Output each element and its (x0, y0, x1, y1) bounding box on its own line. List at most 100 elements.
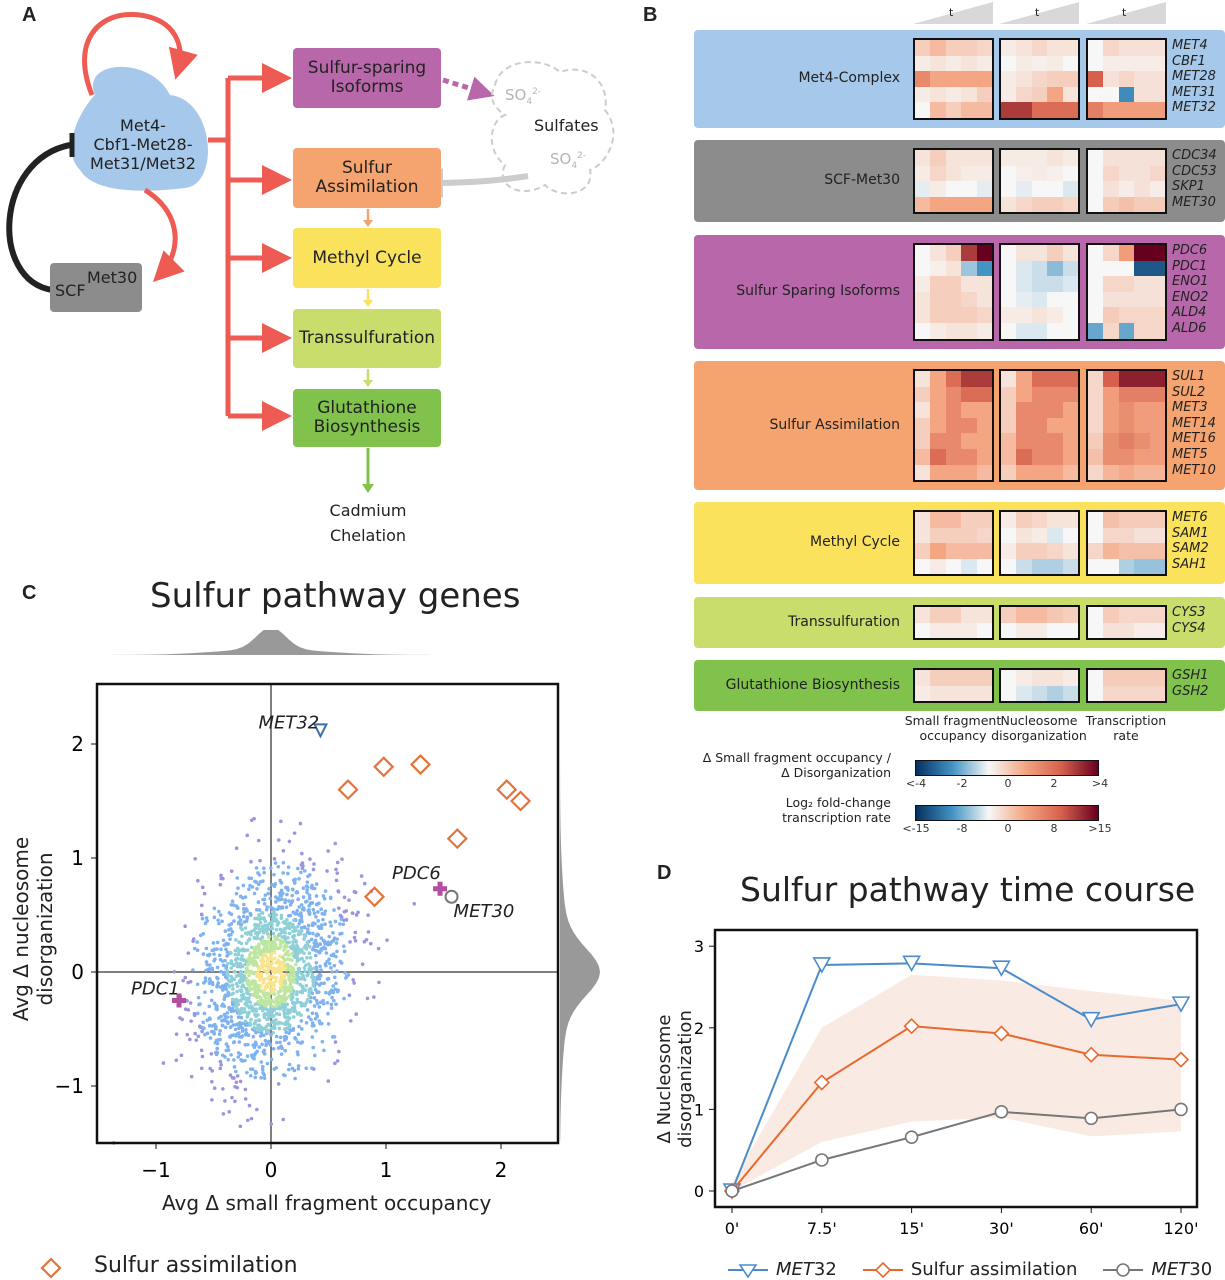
panel-label-a: A (22, 4, 37, 26)
heatmap-cell (1031, 55, 1048, 72)
heatmap-cell (1149, 196, 1165, 213)
scatter-point (215, 947, 219, 951)
scatter-point (261, 930, 266, 935)
scatter-point (312, 1004, 317, 1008)
scatter-point (256, 882, 261, 887)
scatter-point (269, 1057, 274, 1062)
heatmap-cell (1118, 607, 1135, 623)
heatmap-cell (915, 150, 931, 166)
scatter-point (251, 1043, 256, 1047)
heatmap-cell (1149, 558, 1165, 575)
scf-superscript: Met30 (87, 268, 138, 287)
inhibition-arc (6, 142, 71, 293)
scatter-point (257, 873, 262, 877)
scatter-point (229, 951, 233, 955)
scatter-point (239, 970, 244, 974)
scatter-point (189, 1019, 193, 1023)
scatter-point (255, 1049, 259, 1054)
sulfur-assimilation-marker (409, 753, 432, 776)
heatmap-cell (1134, 607, 1150, 623)
heatmap-cell (1149, 386, 1165, 403)
scatter-point (256, 1013, 260, 1017)
heatmap-cell (945, 323, 962, 339)
scatter-point (229, 1025, 233, 1029)
scatter-point (204, 916, 209, 920)
scatter-point (329, 966, 333, 970)
scatter-point (257, 1018, 261, 1022)
scatter-point (307, 893, 312, 898)
heatmap-cell (1118, 402, 1135, 419)
scatter-point (368, 941, 373, 946)
heatmap-cell (1001, 102, 1017, 118)
gene-label: CBF1 (1172, 53, 1206, 69)
scatter-point (313, 987, 318, 992)
scatter-point (312, 941, 317, 945)
heatmap (999, 148, 1080, 215)
scatter-point (291, 887, 295, 892)
heatmap-cell (1031, 558, 1048, 575)
scatter-point (318, 1000, 323, 1005)
heatmap-cell (1118, 307, 1135, 324)
scatter-point (234, 1069, 238, 1074)
scatter-point (263, 999, 268, 1003)
scatter-point (274, 1040, 279, 1045)
heatmap-cell (1031, 512, 1048, 528)
scatter-point (281, 1117, 285, 1122)
heatmap-cell (1134, 386, 1150, 403)
scatter-point (257, 927, 262, 931)
pathway-flow-arrows (362, 209, 374, 493)
scatter-point (246, 1042, 250, 1047)
heatmap-cell (1118, 196, 1135, 213)
scatter-point (297, 905, 302, 909)
heatmap-cell (976, 276, 992, 293)
scatter-point (257, 930, 262, 935)
heatmap-cell (961, 433, 977, 450)
met32-point (992, 960, 1011, 977)
scatter-point (249, 932, 253, 937)
met30-marker (444, 889, 459, 904)
scatter-point (305, 997, 310, 1002)
heatmap-cell (915, 543, 931, 560)
heatmap-cell (1016, 86, 1032, 103)
heatmap-cell (961, 558, 977, 575)
heatmap-cell (915, 685, 931, 702)
scatter-point (300, 907, 305, 912)
scatter-point (306, 927, 310, 932)
scatter-point (185, 1032, 190, 1037)
heatmap-cell (1031, 291, 1048, 308)
scatter-point (317, 1005, 322, 1009)
scatter-point (310, 1011, 315, 1015)
scatter-title: Sulfur pathway genes (150, 576, 521, 616)
scatter-point (286, 871, 290, 876)
scatter-point (262, 866, 266, 871)
scatter-point (291, 940, 295, 944)
scatter-point (282, 1008, 286, 1013)
heatmap-cell (915, 670, 931, 686)
heatmap-cell (930, 276, 946, 293)
heatmap-cell (1149, 307, 1165, 324)
scatter-point (249, 929, 254, 934)
heatmap-cell (1016, 670, 1032, 686)
scatter-point (315, 1001, 320, 1006)
heatmap-cell (1001, 371, 1017, 387)
scatter-point (321, 917, 325, 922)
scatter-point (200, 912, 204, 917)
scatter-point (226, 973, 230, 978)
scatter-point (202, 891, 207, 896)
scatter-point (352, 935, 357, 940)
y-tick-label: 0 (694, 1182, 704, 1201)
heatmap-cell (915, 433, 931, 450)
scatter-point (286, 1067, 291, 1072)
heatmap-cell (1149, 165, 1165, 182)
heatmap-cell (1134, 55, 1150, 72)
heatmap-cell (1134, 291, 1150, 308)
scatter-point (257, 943, 261, 947)
column-label-disorganization: Nucleosome disorganization (991, 713, 1087, 743)
scatter-point (234, 981, 239, 986)
heatmap-cell (1088, 512, 1104, 528)
scatter-point (305, 888, 309, 892)
scatter-point (262, 1076, 267, 1081)
scatter-point (221, 1112, 226, 1116)
heatmap-cell (930, 685, 946, 702)
point-label: PDC6 (392, 863, 441, 884)
